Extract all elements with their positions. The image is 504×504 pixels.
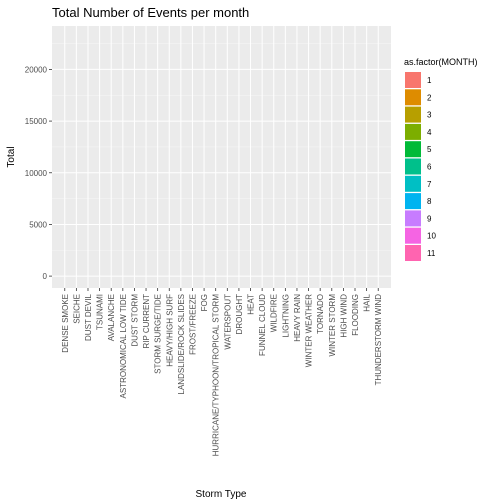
x-tick-label: FLOODING: [351, 294, 360, 336]
legend-label: 3: [427, 111, 432, 120]
legend-key: [405, 227, 421, 244]
x-tick-label: DUST DEVIL: [84, 293, 93, 341]
y-tick-label: 10000: [25, 169, 48, 178]
x-tick-label: THUNDERSTORM WIND: [374, 294, 383, 386]
chart-title: Total Number of Events per month: [52, 5, 249, 20]
x-axis: DENSE SMOKE SEICHE DUST DEVIL TSUNAMI AVALAN…: [61, 288, 383, 456]
x-tick-label: FUNNEL CLOUD: [258, 294, 267, 356]
legend-key: [405, 245, 421, 261]
x-tick-label: AVALANCHE: [107, 294, 116, 341]
grid-minor: [52, 43, 391, 251]
x-tick-label: HIGH WIND: [339, 294, 348, 338]
y-axis: 0 5000 10000 15000 20000: [25, 65, 52, 281]
y-tick-label: 5000: [29, 220, 47, 229]
x-tick-label: FROST/FREEZE: [188, 294, 197, 355]
x-tick-label: HEAVY/HIGH SURF: [165, 294, 174, 367]
y-axis-title: Total: [6, 146, 17, 167]
legend-label: 5: [427, 145, 432, 154]
legend-label: 2: [427, 93, 432, 102]
x-tick-label: ASTRONOMICAL LOW TIDE: [119, 294, 128, 398]
x-tick-label: HAIL: [363, 293, 372, 311]
legend-key: [405, 72, 421, 88]
legend-label: 10: [427, 232, 436, 241]
legend-label: 11: [427, 249, 436, 258]
legend-label: 9: [427, 214, 432, 223]
x-tick-label: LANDSLIDE/ROCK SLIDES: [177, 294, 186, 394]
y-tick-label: 0: [43, 272, 48, 281]
x-tick-label: FOG: [200, 294, 209, 311]
y-tick-label: 15000: [25, 117, 48, 126]
x-tick-label: DENSE SMOKE: [61, 294, 70, 353]
x-tick-label: WINTER WEATHER: [305, 294, 314, 367]
x-tick-label: LIGHTNING: [281, 294, 290, 338]
legend-label: 1: [427, 76, 432, 85]
legend-label: 6: [427, 163, 432, 172]
legend-key: [405, 193, 421, 210]
x-tick-label: SEICHE: [72, 294, 81, 324]
legend-key: [405, 175, 421, 192]
x-tick-label: STORM SURGE/TIDE: [154, 294, 163, 374]
x-tick-label: WATERSPOUT: [223, 294, 232, 350]
legend-label: 8: [427, 197, 432, 206]
grid-major: [52, 26, 391, 288]
x-tick-label: WINTER STORM: [328, 294, 337, 357]
y-tick-label: 20000: [25, 65, 48, 74]
legend-label: 7: [427, 180, 432, 189]
plot-panel: [52, 26, 391, 288]
legend-key: [405, 210, 421, 227]
legend: as.factor(MONTH) 1 2 3 4 5 6 7 8 9 10 11: [404, 57, 478, 261]
x-tick-label: DUST STORM: [130, 294, 139, 347]
x-tick-label: TORNADO: [316, 294, 325, 334]
x-tick-label: WILDFIRE: [270, 294, 279, 332]
x-tick-label: HEAVY RAIN: [293, 294, 302, 342]
x-axis-title: Storm Type: [196, 489, 247, 500]
x-tick-label: HURRICANE/TYPHOON/TROPICAL STORM: [212, 294, 221, 457]
legend-key: [405, 106, 421, 123]
legend-key: [405, 89, 421, 106]
legend-key: [405, 158, 421, 175]
legend-key: [405, 141, 421, 158]
x-tick-label: HEAT: [247, 294, 256, 315]
legend-label: 4: [427, 128, 432, 137]
legend-title: as.factor(MONTH): [404, 57, 478, 67]
x-tick-label: TSUNAMI: [96, 294, 105, 330]
legend-key: [405, 123, 421, 140]
x-tick-label: DROUGHT: [235, 294, 244, 335]
x-tick-label: RIP CURRENT: [142, 294, 151, 349]
